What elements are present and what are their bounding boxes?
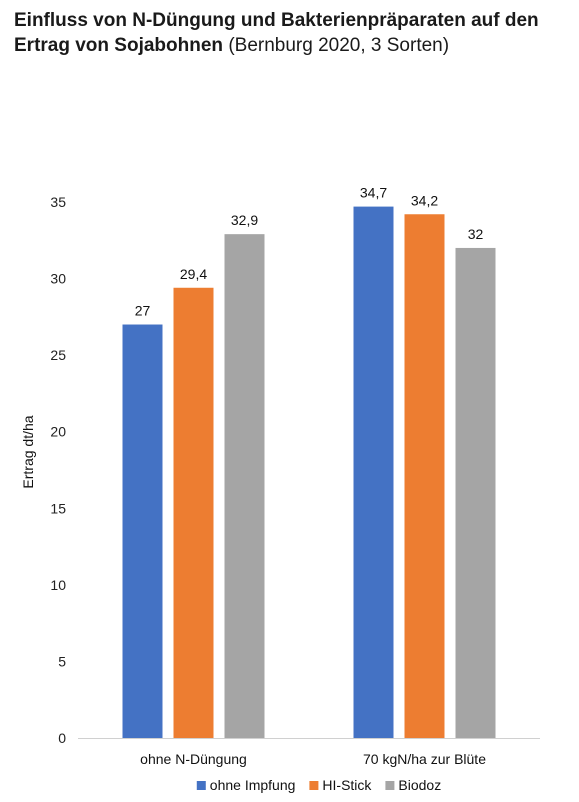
- legend-swatch: [196, 781, 206, 790]
- legend-items: ohne Impfung HI-Stick Biodoz: [196, 777, 441, 793]
- category-label: 70 kgN/ha zur Blüte: [363, 751, 486, 767]
- legend-swatch: [385, 781, 395, 790]
- y-axis-label: Ertrag dt/ha: [20, 415, 36, 488]
- y-tick-label: 10: [50, 577, 66, 593]
- legend-swatch: [309, 781, 319, 790]
- legend-label: ohne Impfung: [210, 777, 296, 793]
- data-label: 29,4: [180, 266, 207, 282]
- data-labels: 27 29,4 32,9 34,7 34,2 32: [135, 185, 484, 319]
- legend-item: Biodoz: [385, 777, 441, 793]
- y-tick-label: 35: [50, 194, 66, 210]
- bar-3-2: [455, 247, 496, 738]
- data-label: 34,7: [360, 185, 387, 201]
- chart-title-bold: Einfluss von N-Düngung und Bakterienpräp…: [14, 10, 539, 56]
- chart-title-subtitle: (Bernburg 2020, 3 Sorten): [228, 35, 450, 56]
- bars: [122, 206, 496, 738]
- data-label: 32: [468, 226, 484, 242]
- y-tick-label: 20: [50, 424, 66, 440]
- y-tick-label: 5: [58, 653, 66, 669]
- legend-label: Biodoz: [398, 777, 441, 793]
- x-axis: ohne N-Düngung 70 kgN/ha zur Blüte: [78, 738, 540, 767]
- bar-2-2: [404, 214, 445, 738]
- data-label: 27: [135, 303, 151, 319]
- bar-3-1: [224, 234, 265, 738]
- bar-1-2: [353, 206, 394, 738]
- bar-2-1: [173, 287, 214, 738]
- data-label: 32,9: [231, 212, 258, 228]
- legend-label: HI-Stick: [322, 777, 372, 793]
- y-axis: 0 5 10 15 20 25 30 35: [50, 194, 66, 746]
- y-tick-label: 30: [50, 271, 66, 287]
- legend-item: HI-Stick: [309, 777, 372, 793]
- y-tick-label: 25: [50, 347, 66, 363]
- bar-1-1: [122, 324, 163, 738]
- y-tick-label: 15: [50, 500, 66, 516]
- legend: ohne Impfung HI-Stick Biodoz: [196, 777, 441, 793]
- chart-title: Einfluss von N-Düngung und Bakterienpräp…: [14, 8, 574, 58]
- data-label: 34,2: [411, 192, 438, 208]
- y-tick-label: 0: [58, 730, 66, 746]
- category-label: ohne N-Düngung: [140, 751, 247, 767]
- legend-item: ohne Impfung: [196, 777, 296, 793]
